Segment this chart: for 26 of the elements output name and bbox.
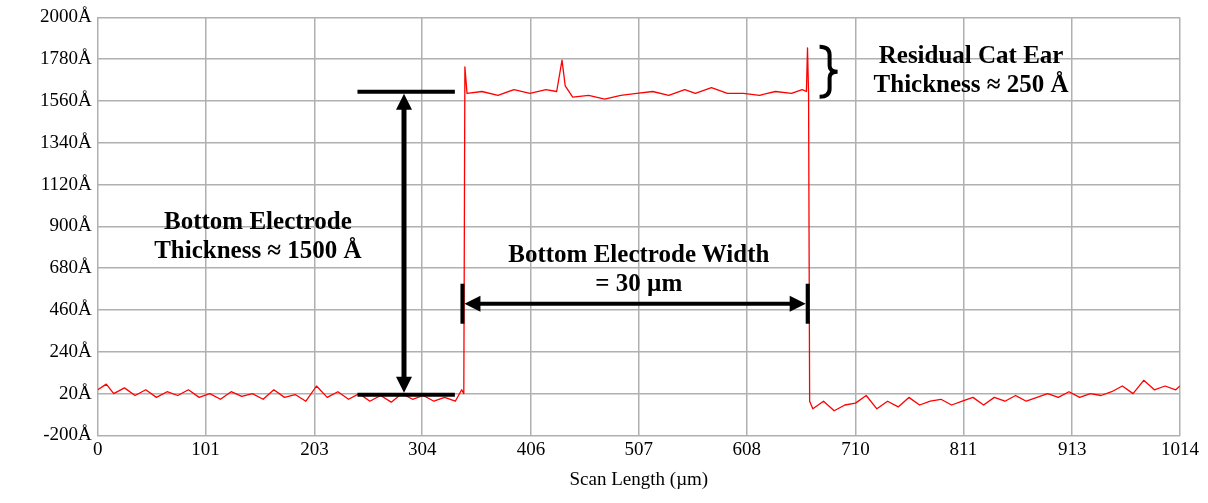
y-tick-label: 460Å bbox=[49, 297, 92, 319]
y-tick-label: 20Å bbox=[58, 381, 92, 403]
x-tick-label: 1014 bbox=[1161, 437, 1200, 459]
x-tick-label: 406 bbox=[516, 437, 546, 459]
y-tick-label: 900Å bbox=[49, 214, 92, 236]
x-tick-label: 101 bbox=[191, 437, 220, 459]
x-tick-label: 811 bbox=[949, 437, 978, 459]
y-tick-label: 680Å bbox=[49, 256, 92, 278]
x-tick-label: 203 bbox=[300, 437, 329, 459]
x-tick-label: 710 bbox=[841, 437, 870, 459]
x-tick-label: 608 bbox=[732, 437, 761, 459]
annotation: Bottom Electrode Thickness ≈ 1500 Å bbox=[153, 205, 363, 264]
x-tick-label: 913 bbox=[1057, 437, 1087, 459]
x-axis-title: Scan Length (µm) bbox=[569, 467, 709, 490]
x-tick-label: 507 bbox=[624, 437, 654, 459]
y-tick-label: -200Å bbox=[43, 423, 92, 445]
y-tick-label: 1560Å bbox=[39, 88, 92, 110]
annotation: Residual Cat Ear Thickness ≈ 250 Å bbox=[872, 39, 1070, 98]
y-tick-label: 1340Å bbox=[39, 130, 92, 152]
y-tick-label: 1120Å bbox=[40, 172, 92, 194]
y-tick-label: 1780Å bbox=[39, 47, 92, 69]
x-tick-label: 304 bbox=[407, 437, 437, 459]
annotation: Bottom Electrode Width = 30 µm bbox=[507, 239, 771, 298]
x-tick-label: 0 bbox=[92, 437, 103, 459]
y-tick-label: 240Å bbox=[49, 339, 92, 361]
y-tick-label: 2000Å bbox=[39, 5, 92, 27]
